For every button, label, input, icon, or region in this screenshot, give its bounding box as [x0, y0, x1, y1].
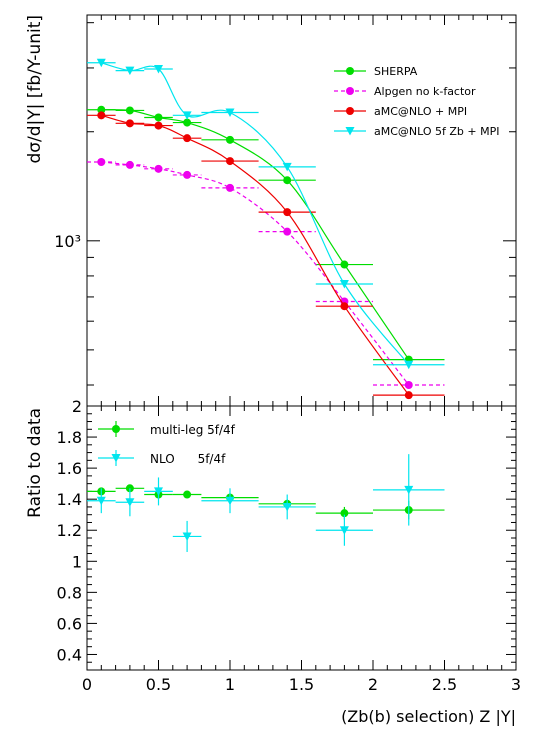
top-series-0 [87, 105, 445, 364]
x-tick-label: 0 [82, 675, 92, 694]
data-point [226, 183, 234, 192]
top-plot-frame [86, 14, 517, 407]
data-point [225, 496, 235, 506]
x-tick-label: 2.5 [432, 675, 457, 694]
data-point [183, 490, 192, 499]
data-point [183, 134, 192, 143]
data-point [154, 64, 163, 74]
legend-label: multi-leg 5f/4f [150, 423, 236, 437]
data-point [96, 58, 106, 68]
legend-label: aMC@NLO 5f Zb + MPI [374, 125, 500, 138]
series-curve [101, 114, 410, 396]
data-point [182, 532, 192, 541]
data-point [282, 162, 292, 172]
data-point [225, 108, 235, 118]
legend-marker [345, 127, 355, 136]
legend-entry: aMC@NLO + MPI [334, 105, 467, 118]
top-series-3 [87, 58, 445, 370]
legend-entry: SHERPA [334, 65, 418, 78]
bottom-y-axis-title: Ratio to data [25, 408, 45, 518]
data-point [125, 66, 135, 76]
y-tick-label: 0.8 [57, 583, 82, 602]
legend-marker [112, 425, 120, 433]
data-point [97, 158, 106, 167]
top-series-layer [87, 58, 445, 400]
legend-label: SHERPA [374, 65, 418, 78]
y-tick-label: 0.6 [57, 614, 82, 633]
legend-marker [346, 107, 354, 115]
bottom-plot-frame [86, 405, 517, 671]
top-series-2 [87, 111, 445, 400]
y-tick-label: 1.2 [57, 521, 82, 540]
x-tick-label: 0.5 [146, 675, 171, 694]
data-point [125, 119, 134, 128]
y-tick-label: 1.8 [57, 428, 82, 447]
legend-label: Alpgen no k-factor [374, 85, 476, 98]
data-point [125, 160, 134, 169]
bottom-panel: 0 0.5 1 1.5 2 2.5 3 0.4 0.6 0.8 1 1.2 1.4 1.6 1.8 2 Rat… [25, 397, 521, 726]
y-tick-label: 2 [72, 397, 82, 416]
bottom-series-layer [87, 454, 445, 552]
data-point [340, 260, 349, 269]
x-tick-label: 3 [511, 675, 521, 694]
y-tick-label: 0.4 [57, 645, 82, 664]
data-point [283, 176, 292, 185]
series-curve [101, 109, 410, 360]
data-point [283, 227, 292, 236]
data-point [96, 496, 106, 506]
bottom-axis-ticks: 0 0.5 1 1.5 2 2.5 3 0.4 0.6 0.8 1 1.2 1.4 1.6 1.8 2 [57, 397, 522, 694]
legend-entry: multi-leg 5f/4f [98, 421, 236, 437]
legend-label: aMC@NLO + MPI [374, 105, 467, 118]
data-point [154, 487, 163, 496]
data-point [340, 509, 349, 518]
x-axis-title: (Zb(b) selection) Z |Y| [341, 707, 516, 726]
y-tick-label: 1 [72, 552, 82, 571]
top-panel: 10³ dσ/d|Y| [fb/Y-unit] SHERPA Alpgen no … [25, 14, 517, 407]
data-point [154, 121, 163, 130]
data-point [97, 105, 106, 114]
legend-marker [346, 67, 354, 75]
data-point [339, 279, 349, 289]
top-series-1 [87, 158, 445, 389]
x-tick-label: 2 [368, 675, 378, 694]
legend-entry: NLO 5f/4f [98, 450, 226, 466]
data-point [283, 208, 292, 217]
data-point [226, 157, 234, 166]
data-point [154, 113, 163, 122]
data-point [154, 164, 163, 173]
y-tick-label: 1.6 [57, 459, 82, 478]
legend-marker [111, 454, 121, 463]
data-point [404, 380, 413, 389]
bottom-series-1 [87, 454, 445, 552]
data-point [339, 526, 349, 535]
top-axis-ticks: 10³ [54, 15, 517, 406]
data-point [182, 111, 192, 120]
y-tick-label: 1.4 [57, 490, 82, 509]
data-point [183, 118, 192, 127]
bottom-legend: multi-leg 5f/4f NLO 5f/4f [98, 421, 236, 466]
data-point [404, 391, 413, 400]
series-curve [101, 161, 410, 386]
series-curve [101, 62, 410, 366]
data-point [404, 485, 414, 495]
data-point [125, 106, 134, 115]
legend-entry: aMC@NLO 5f Zb + MPI [334, 125, 500, 138]
legend-label: NLO 5f/4f [150, 452, 226, 466]
legend-marker [346, 87, 354, 95]
top-y-tick-label: 10³ [54, 232, 81, 251]
data-point [97, 111, 106, 120]
legend-entry: Alpgen no k-factor [334, 85, 476, 98]
top-legend: SHERPA Alpgen no k-factor aMC@NLO + MPI aMC… [334, 65, 500, 138]
data-point [404, 360, 414, 370]
x-tick-label: 1.5 [289, 675, 314, 694]
data-point [282, 502, 292, 512]
top-y-axis-title: dσ/d|Y| [fb/Y-unit] [25, 15, 45, 164]
x-tick-label: 1 [225, 675, 235, 694]
data-point [340, 302, 349, 311]
data-point [183, 170, 192, 179]
data-point [125, 498, 135, 507]
data-point [226, 135, 234, 144]
